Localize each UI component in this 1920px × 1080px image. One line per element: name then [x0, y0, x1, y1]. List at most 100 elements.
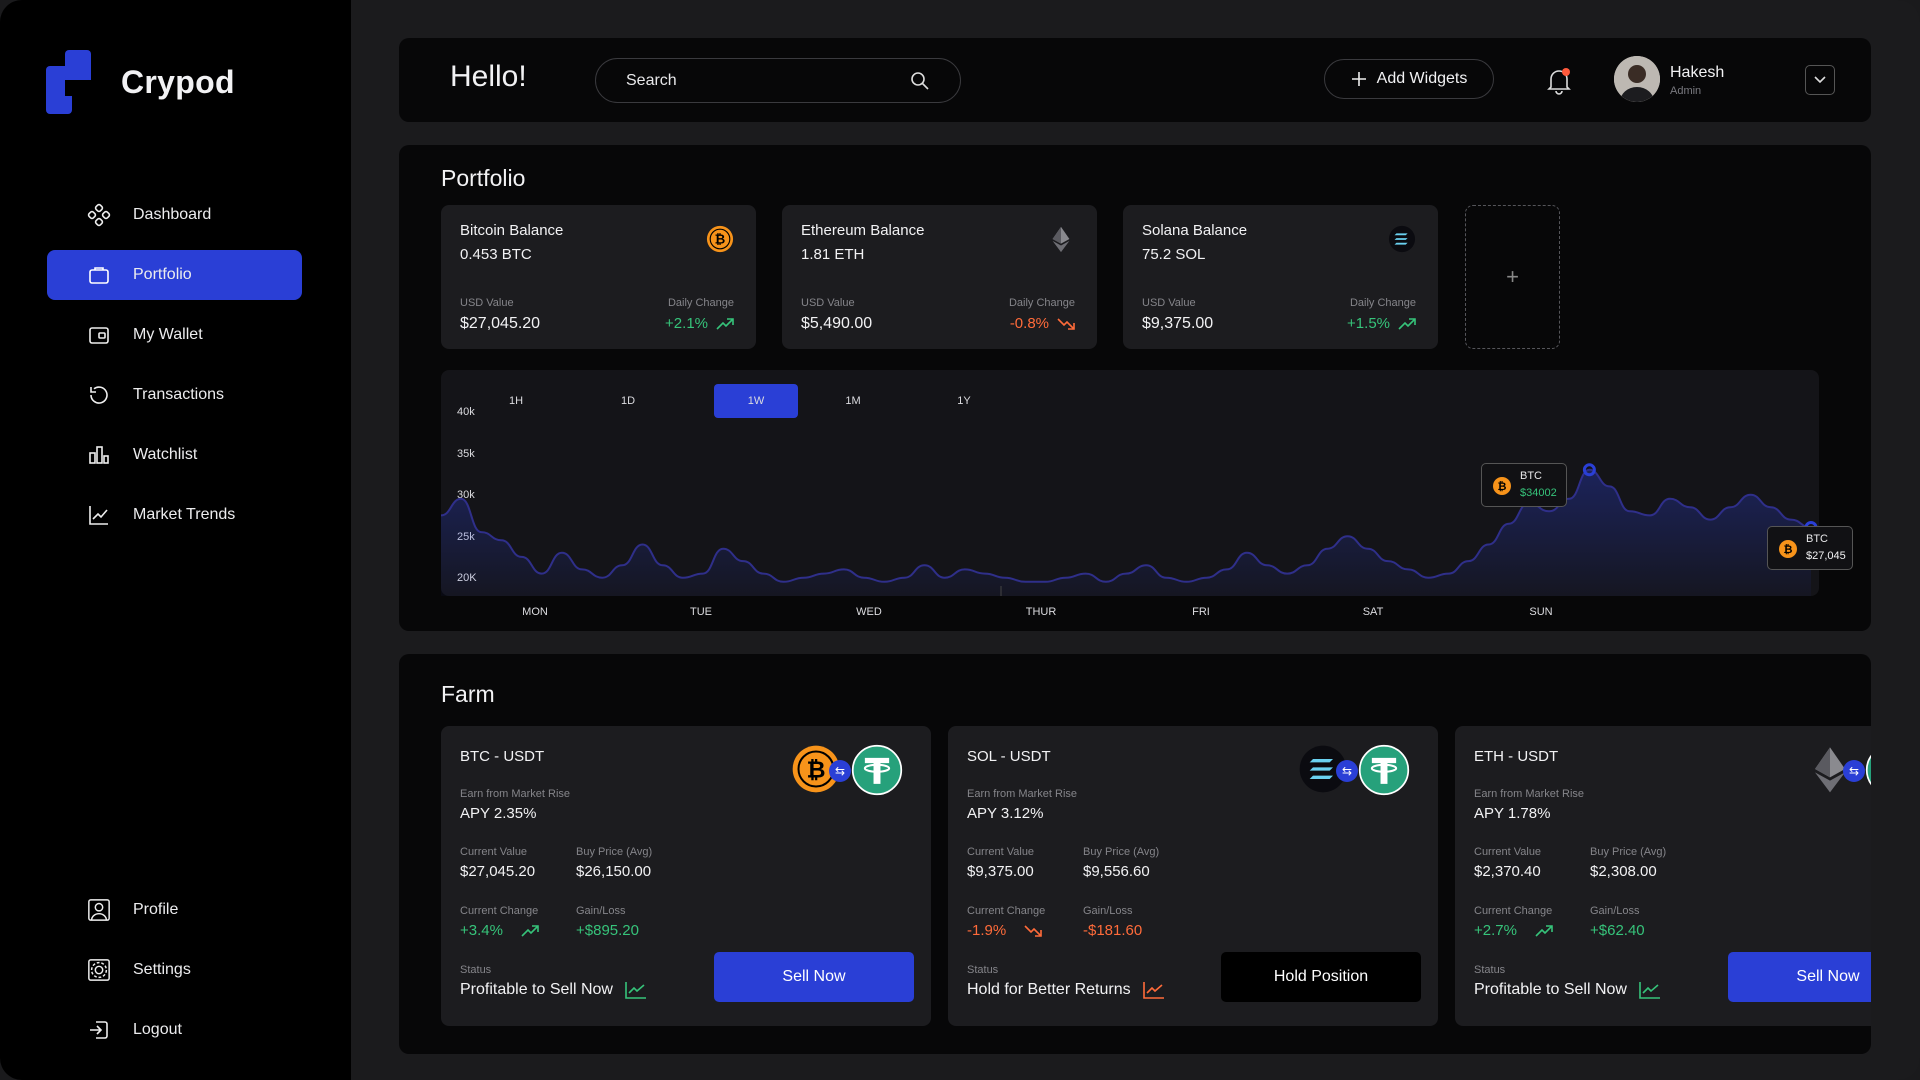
add-card-button[interactable]: + [1465, 205, 1560, 349]
chevron-down-icon [1814, 76, 1826, 84]
sidebar-item-transactions[interactable]: Transactions [47, 370, 302, 420]
swap-icon: ⇆ [1843, 760, 1865, 782]
balance-title: Solana Balance [1142, 222, 1248, 239]
sidebar-item-logout[interactable]: Logout [47, 1005, 302, 1055]
balance-amount: 75.2 SOL [1142, 246, 1206, 263]
tooltip-value: $27,045 [1806, 550, 1846, 562]
x-tick-label: SUN [1529, 606, 1553, 618]
briefcase-icon [87, 263, 111, 287]
sell-now-button[interactable]: Sell Now [1728, 952, 1871, 1002]
tooltip-label: BTC [1806, 533, 1828, 545]
range-tab-1w[interactable]: 1W [714, 384, 798, 418]
status: Profitable to Sell Now [1474, 981, 1661, 999]
tooltip-label: BTC [1520, 470, 1542, 482]
buy-price-label: Buy Price (Avg) [576, 846, 653, 858]
balance-card-btc[interactable]: Bitcoin Balance 0.453 BTC ₿ USD Value $2… [441, 205, 756, 349]
user-name: Hakesh [1670, 64, 1725, 81]
hold-position-button[interactable]: Hold Position [1221, 952, 1421, 1002]
user-menu-button[interactable] [1805, 65, 1835, 95]
top-bar: Hello! Search Add Widgets Hakesh Admin [399, 38, 1871, 122]
range-tab-1m[interactable]: 1M [845, 395, 861, 407]
current-value-label: Current Value [460, 846, 528, 858]
status-text: Profitable to Sell Now [1474, 981, 1627, 998]
avatar[interactable] [1614, 56, 1660, 102]
x-tick-label: TUE [690, 606, 712, 618]
portfolio-title: Portfolio [441, 165, 526, 191]
current-change: -1.9% [967, 922, 1042, 939]
balance-card-eth[interactable]: Ethereum Balance 1.81 ETH USD Value $5,4… [782, 205, 1097, 349]
daily-change-value: +1.5% [1347, 315, 1390, 332]
sidebar-item-label: Logout [133, 1021, 182, 1038]
chart-area [441, 463, 1818, 596]
swap-icon: ⇆ [829, 760, 851, 782]
sidebar-item-portfolio[interactable]: Portfolio [47, 250, 302, 300]
sidebar-item-profile[interactable]: Profile [47, 885, 302, 935]
daily-change-label: Daily Change [667, 297, 734, 309]
daily-change-value: -0.8% [1009, 315, 1049, 332]
gain-loss-label: Gain/Loss [1083, 905, 1133, 917]
solana-icon [1388, 225, 1416, 258]
gain-loss: +$62.40 [1590, 922, 1645, 939]
range-tab-1y[interactable]: 1Y [957, 395, 971, 407]
balance-amount: 0.453 BTC [460, 246, 532, 263]
x-tick-label: THUR [1025, 606, 1057, 618]
range-tab-1d[interactable]: 1D [620, 395, 636, 407]
balance-title: Ethereum Balance [801, 222, 925, 239]
trend-up-icon [716, 317, 734, 330]
chart-tooltip-current: ₿ BTC $27,045 [1767, 526, 1853, 570]
sidebar-item-watchlist[interactable]: Watchlist [47, 430, 302, 480]
sidebar-item-market-trends[interactable]: Market Trends [47, 490, 302, 540]
chart-peak-marker [1582, 463, 1596, 477]
dashboard-icon [87, 203, 111, 227]
y-tick-label: 40k [457, 406, 475, 418]
sidebar-item-dashboard[interactable]: Dashboard [47, 190, 302, 240]
status-label: Status [460, 964, 492, 976]
search-placeholder: Search [626, 71, 677, 89]
x-tick-label: FRI [1192, 606, 1210, 618]
balance-card-sol[interactable]: Solana Balance 75.2 SOL USD Value $9,375… [1123, 205, 1438, 349]
usd-value-label: USD Value [460, 297, 514, 309]
pair-icons: ⇆ [1298, 744, 1418, 798]
sidebar-item-settings[interactable]: Settings [47, 945, 302, 995]
user-icon [87, 898, 111, 922]
gain-loss: +$895.20 [576, 922, 639, 939]
tether-icon [851, 744, 903, 801]
notification-bell-icon[interactable] [1546, 67, 1572, 95]
svg-text:₿: ₿ [1498, 481, 1507, 493]
farm-title: Farm [441, 681, 495, 707]
current-change: +3.4% [460, 922, 539, 939]
logo-icon [46, 50, 91, 114]
current-change-label: Current Change [967, 905, 1046, 917]
gain-loss-label: Gain/Loss [576, 905, 626, 917]
balance-amount: 1.81 ETH [801, 246, 865, 263]
trend-up-icon [521, 924, 539, 937]
sidebar-item-label: Profile [133, 901, 179, 918]
range-tab-1h[interactable]: 1H [508, 395, 524, 407]
sell-now-button[interactable]: Sell Now [714, 952, 914, 1002]
add-widgets-label: Add Widgets [1376, 70, 1468, 87]
line-chart-icon [1142, 982, 1164, 999]
search-input[interactable]: Search [595, 58, 961, 103]
history-icon [87, 383, 111, 407]
gain-loss: -$181.60 [1083, 922, 1143, 939]
add-widgets-button[interactable]: Add Widgets [1324, 59, 1494, 99]
current-value: $27,045.20 [460, 863, 536, 880]
search-icon[interactable] [910, 71, 930, 91]
pair-icons: ⇆ [1805, 744, 1871, 798]
trend-up-icon [1535, 924, 1553, 937]
brand[interactable]: Crypod [46, 50, 235, 114]
svg-text:₿: ₿ [806, 755, 825, 783]
status-label: Status [967, 964, 999, 976]
current-change-value: -1.9% [967, 922, 1007, 939]
daily-change: +2.1% [665, 315, 734, 332]
sidebar-item-my-wallet[interactable]: My Wallet [47, 310, 302, 360]
bitcoin-icon: ₿ [791, 744, 841, 799]
trend-down-icon [1057, 317, 1075, 330]
daily-change: -0.8% [1010, 315, 1075, 332]
greeting: Hello! [450, 60, 527, 93]
logout-icon [87, 1018, 111, 1042]
buy-price: $2,308.00 [1590, 863, 1657, 880]
bitcoin-icon: ₿ [706, 225, 734, 258]
